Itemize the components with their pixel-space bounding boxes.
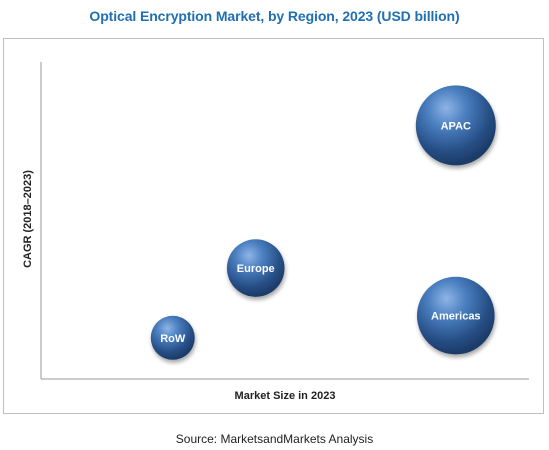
bubble-label-americas: Americas	[431, 311, 481, 323]
bubble-label-europe: Europe	[237, 263, 275, 275]
x-axis-label: Market Size in 2023	[235, 390, 336, 402]
bubble-row: RoW	[150, 315, 195, 360]
y-axis-label: CAGR (2018–2023)	[22, 170, 34, 268]
bubble-europe: Europe	[226, 239, 285, 297]
chart-frame	[3, 38, 544, 414]
bubble-circle-apac	[415, 85, 496, 166]
bubble-label-apac: APAC	[441, 120, 471, 132]
chart-source: Source: MarketsandMarkets Analysis	[175, 432, 374, 446]
bubble-circle-americas	[417, 276, 495, 355]
bubble-circle-europe	[226, 239, 285, 297]
bubble-americas: Americas	[417, 276, 495, 355]
bubbles-group: APAC Europe RoW Americas	[150, 85, 496, 360]
bubble-apac: APAC	[415, 85, 496, 166]
chart-title: Optical Encryption Market, by Region, 20…	[89, 8, 460, 24]
bubble-label-row: RoW	[160, 333, 186, 345]
bubble-circle-row	[150, 315, 195, 360]
